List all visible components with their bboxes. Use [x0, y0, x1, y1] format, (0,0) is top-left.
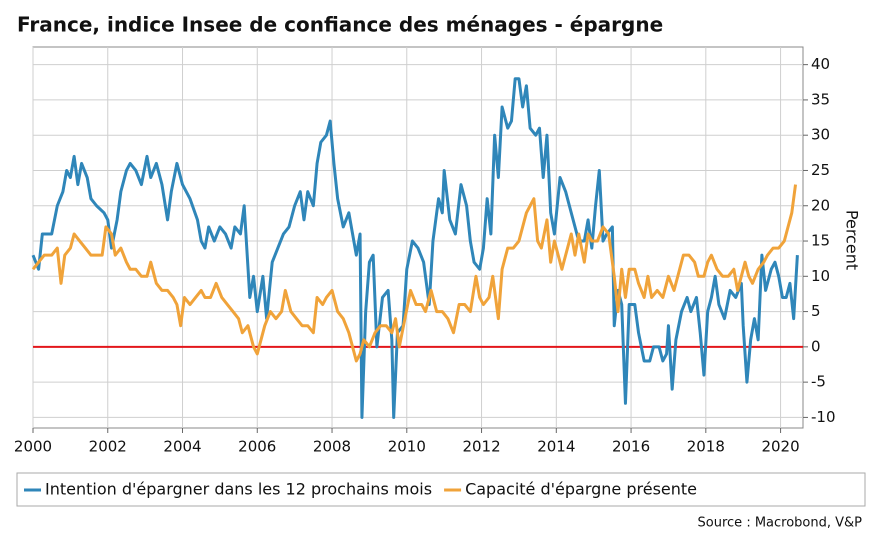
- data-line: [31, 77, 799, 419]
- data-line: [31, 184, 798, 363]
- legend-label: Capacité d'épargne présente: [465, 480, 697, 499]
- x-tick-label: 2018: [687, 438, 725, 456]
- y-tick-label: 35: [811, 90, 830, 108]
- y-tick-label: 40: [811, 55, 830, 73]
- chart-title: France, indice Insee de confiance des mé…: [17, 13, 663, 37]
- x-tick-label: 2008: [313, 438, 351, 456]
- y-tick-label: 10: [811, 267, 830, 285]
- x-tick-label: 2000: [14, 438, 52, 456]
- x-tick-label: 2012: [462, 438, 500, 456]
- x-tick-label: 2016: [612, 438, 650, 456]
- x-tick-label: 2010: [388, 438, 426, 456]
- x-tick-label: 2014: [537, 438, 575, 456]
- plot-frame: [32, 46, 804, 429]
- y-tick-label: 15: [811, 232, 830, 250]
- x-tick-label: 2006: [238, 438, 276, 456]
- y-tick-label: 30: [811, 126, 830, 144]
- legend-label: Intention d'épargner dans les 12 prochai…: [45, 480, 432, 499]
- y-tick-label: 0: [811, 337, 821, 355]
- x-tick-label: 2002: [89, 438, 127, 456]
- y-tick-label: 5: [811, 302, 821, 320]
- y-tick-label: -5: [811, 373, 826, 391]
- y-axis-label: Percent: [843, 210, 862, 270]
- source-note: Source : Macrobond, V&P: [698, 516, 863, 531]
- y-tick-label: 20: [811, 196, 830, 214]
- y-tick-label: -10: [811, 408, 836, 426]
- legend-box: [16, 472, 866, 507]
- x-tick-label: 2004: [163, 438, 201, 456]
- y-tick-label: 25: [811, 161, 830, 179]
- x-tick-label: 2020: [761, 438, 799, 456]
